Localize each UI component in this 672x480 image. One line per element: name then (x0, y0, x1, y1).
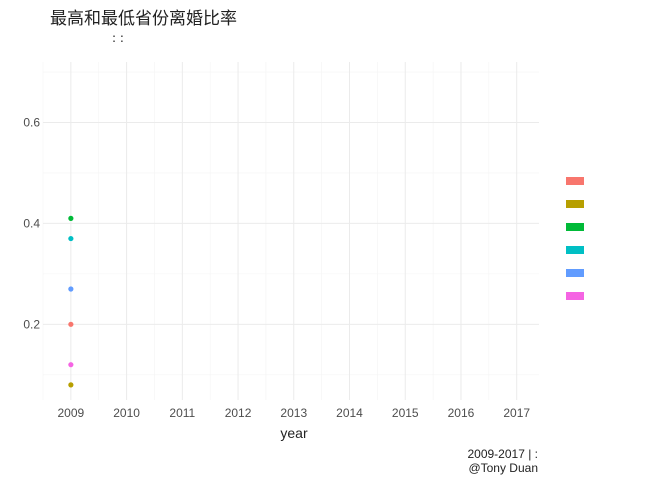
x-tick-label: 2016 (448, 406, 475, 420)
x-tick-label: 2015 (392, 406, 419, 420)
x-axis-title: year (280, 425, 308, 441)
data-point (68, 362, 74, 368)
chart-title: 最高和最低省份离婚比率 (50, 9, 237, 29)
caption-author: @Tony Duan (468, 461, 538, 475)
grid-lines (42, 62, 539, 400)
x-axis-ticks: 2009 2010 2011 2012 2013 2014 2015 2016 2017 (58, 406, 531, 420)
data-point (68, 382, 74, 388)
y-tick-label: 0.4 (23, 216, 40, 230)
data-point (68, 321, 74, 327)
y-tick-label: 0.6 (23, 116, 40, 130)
legend-swatch (566, 269, 584, 277)
data-points (68, 215, 74, 388)
x-tick-label: 2013 (280, 406, 307, 420)
x-tick-label: 2012 (225, 406, 252, 420)
x-tick-label: 2011 (169, 406, 195, 420)
plot-area (42, 62, 539, 400)
legend-swatch (566, 200, 584, 208)
legend (566, 177, 584, 300)
legend-swatch (566, 292, 584, 300)
data-point (68, 235, 74, 242)
y-axis-ticks: 0.2 0.4 0.6 (23, 116, 40, 332)
y-tick-label: 0.2 (23, 317, 40, 331)
caption-source: 2009-2017 | : (467, 447, 538, 461)
x-tick-label: 2010 (113, 406, 140, 420)
legend-swatch (566, 246, 584, 254)
data-point (68, 286, 74, 292)
x-tick-label: 2017 (503, 406, 530, 420)
x-tick-label: 2014 (336, 406, 363, 420)
x-tick-label: 2009 (58, 406, 85, 420)
legend-swatch (566, 223, 584, 231)
legend-swatch (566, 177, 584, 185)
data-point (68, 215, 74, 221)
chart-subtitle: : : (112, 31, 124, 45)
